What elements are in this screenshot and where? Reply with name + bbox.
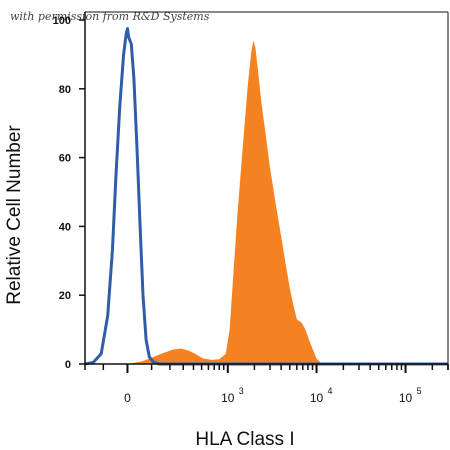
x-tick-label: 10 bbox=[310, 391, 324, 405]
x-tick-label: 0 bbox=[124, 391, 131, 405]
x-tick-exponent: 3 bbox=[239, 386, 244, 396]
x-tick-exponent: 4 bbox=[328, 386, 333, 396]
series-layer bbox=[84, 27, 448, 366]
x-axis-label: HLA Class I bbox=[195, 429, 294, 450]
watermark-text: with permission from R&D Systems bbox=[10, 10, 210, 23]
series-filled-histogram bbox=[85, 40, 327, 364]
y-tick-label: 20 bbox=[59, 290, 71, 302]
x-tick-exponent: 5 bbox=[417, 386, 422, 396]
axes-layer: 0 20 40 60 80 100 0 10 3 10 4 10 5 bbox=[53, 11, 449, 405]
series-line-histogram bbox=[84, 27, 448, 366]
y-tick-label: 40 bbox=[59, 221, 71, 233]
y-tick-label: 0 bbox=[65, 359, 71, 371]
x-tick-label: 10 bbox=[399, 391, 413, 405]
x-tick-label: 10 bbox=[221, 391, 235, 405]
y-tick-label: 100 bbox=[53, 15, 71, 27]
y-tick-label: 80 bbox=[59, 84, 71, 96]
y-axis-label: Relative Cell Number bbox=[4, 125, 25, 305]
y-tick-label: 60 bbox=[59, 153, 71, 165]
